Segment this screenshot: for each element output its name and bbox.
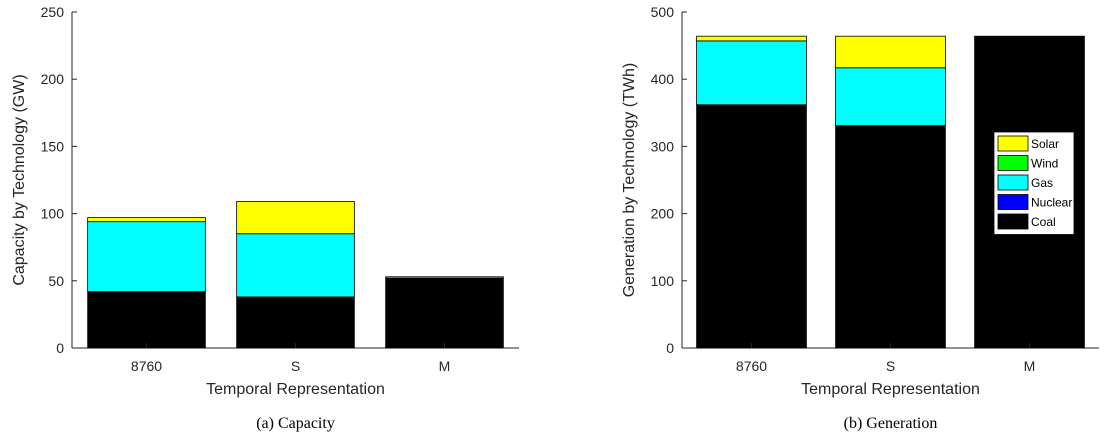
- capacity-x-tick-label: 8760: [131, 358, 162, 374]
- generation-bar-gas-m: [974, 35, 1085, 38]
- generation-y-axis-title: Generation by Technology (TWh): [621, 63, 638, 297]
- generation-legend: Solar Wind Gas Nuclear Coal: [993, 131, 1075, 235]
- capacity-chart: 0 50 100 150 200 250 8760 S M Temporal Representa…: [11, 4, 519, 432]
- legend-label-nuclear: Nuclear: [1031, 196, 1072, 210]
- generation-bar-gas-s: [835, 67, 946, 126]
- generation-bar-solar-s: [835, 35, 946, 69]
- capacity-y-tick-label: 150: [41, 138, 65, 154]
- generation-y-tick-label: 400: [651, 71, 675, 87]
- capacity-y-tick-label: 100: [41, 206, 65, 222]
- capacity-y-tick-label: 0: [56, 340, 64, 356]
- capacity-bar-gas-m: [385, 276, 504, 279]
- capacity-bar-coal-8760: [87, 291, 206, 349]
- legend-swatch-wind: [997, 155, 1029, 171]
- capacity-bar-coal-s: [236, 296, 355, 349]
- capacity-x-tick-label: S: [291, 358, 300, 374]
- generation-y-tick-label: 200: [651, 206, 675, 222]
- generation-y-tick-label: 300: [651, 138, 675, 154]
- capacity-y-tick-label: 250: [41, 4, 65, 20]
- capacity-y-tick-label: 200: [41, 71, 65, 87]
- legend-swatch-gas: [997, 174, 1029, 191]
- generation-bar-coal-s: [835, 125, 946, 349]
- capacity-caption: (a) Capacity: [256, 415, 335, 432]
- generation-x-tick-label: 8760: [736, 358, 767, 374]
- generation-bar-gas-8760: [696, 40, 807, 106]
- generation-caption: (b) Generation: [844, 415, 938, 432]
- generation-x-tick-label: S: [886, 358, 895, 374]
- capacity-x-axis-title: Temporal Representation: [206, 381, 385, 398]
- capacity-bar-gas-s: [236, 233, 355, 298]
- generation-bar-solar-8760: [696, 35, 807, 42]
- legend-swatch-coal: [997, 213, 1029, 230]
- capacity-bar-solar-8760: [87, 217, 206, 223]
- legend-swatch-solar: [997, 135, 1029, 152]
- legend-label-coal: Coal: [1031, 215, 1056, 229]
- generation-y-tick-label: 0: [666, 340, 674, 356]
- legend-swatch-nuclear: [997, 194, 1029, 210]
- generation-bar-coal-8760: [696, 104, 807, 349]
- legend-label-solar: Solar: [1031, 137, 1059, 151]
- capacity-y-axis-title: Capacity by Technology (GW): [11, 74, 28, 285]
- generation-x-axis-title: Temporal Representation: [801, 381, 980, 398]
- capacity-bar-gas-8760: [87, 221, 206, 292]
- generation-y-tick-label: 500: [651, 4, 675, 20]
- legend-label-wind: Wind: [1031, 157, 1058, 171]
- capacity-x-tick-label: M: [439, 358, 451, 374]
- generation-y-tick-label: 100: [651, 273, 675, 289]
- capacity-y-tick-label: 50: [48, 273, 64, 289]
- legend-label-gas: Gas: [1031, 176, 1053, 190]
- generation-x-tick-label: M: [1024, 358, 1036, 374]
- capacity-bar-coal-m: [385, 277, 504, 349]
- capacity-bar-solar-s: [236, 201, 355, 235]
- generation-chart: 0 100 200 300 400 500 8760 S M Temporal Represent…: [621, 4, 1099, 432]
